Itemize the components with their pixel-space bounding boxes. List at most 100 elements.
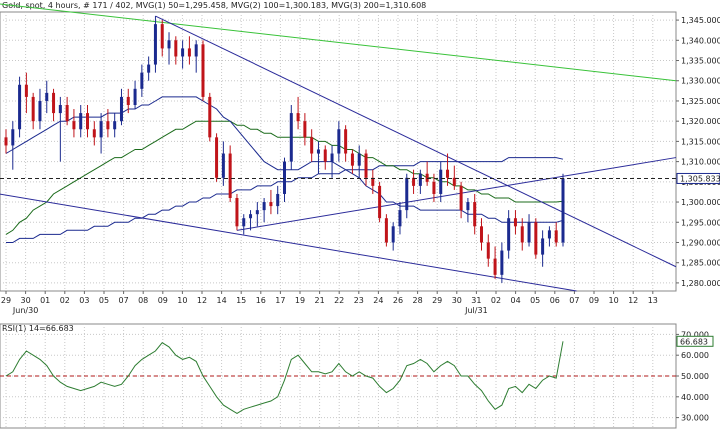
trendline-descending-blue — [155, 15, 677, 268]
trendline-rising-blue — [236, 157, 677, 231]
candle — [167, 32, 171, 65]
candle — [194, 40, 198, 73]
mvg1-legend: MVG(1) 50=1,295.458 — [136, 1, 226, 10]
time-tick-label: 09 — [158, 296, 168, 305]
trendline-lower-blue — [0, 193, 577, 292]
time-tick-label: 09 — [589, 296, 599, 305]
candle-body — [398, 210, 402, 227]
month-label: Jun/30 — [12, 306, 38, 315]
candle — [38, 88, 42, 130]
candle — [31, 92, 35, 130]
instrument-label: Gold, spot — [2, 1, 43, 10]
rsi-tick-label: 70.000 — [681, 330, 709, 339]
candle-body — [11, 129, 15, 146]
candle — [446, 153, 450, 186]
candle-body — [554, 230, 558, 243]
rsi-tick-label: 60.000 — [681, 351, 709, 360]
candle — [527, 214, 531, 247]
time-tick-label: 28 — [413, 296, 423, 305]
candle-body — [269, 202, 273, 207]
time-tick-label: 14 — [217, 296, 227, 305]
rsi-panel: RSI(1) 14=66.683 70.000 60.000 50.000 40.00… — [0, 323, 714, 429]
candle — [289, 105, 293, 170]
candle-body — [119, 96, 123, 122]
candle — [208, 92, 212, 142]
candle — [126, 88, 130, 114]
candle-body — [316, 149, 320, 154]
candle — [350, 149, 354, 174]
candle-body — [541, 238, 545, 255]
candle-body — [215, 137, 219, 178]
price-tick-label: 1,300.000 — [681, 198, 720, 207]
candle — [310, 129, 314, 162]
rsi-tick-label: 40.000 — [681, 393, 709, 402]
candle — [283, 157, 286, 203]
chart-header: Gold, spot, 4 hours, # 171 / 402, MVG(1)… — [2, 1, 426, 10]
candle — [113, 113, 117, 138]
candle — [119, 88, 123, 126]
candle — [45, 80, 49, 114]
price-tick-label: 1,295.000 — [681, 218, 720, 227]
candle-body — [228, 153, 232, 198]
candle — [459, 181, 463, 219]
candle-body — [92, 129, 96, 138]
candle — [554, 222, 558, 247]
time-tick-label: 30 — [21, 296, 31, 305]
bar-index-label: # 171 / 402 — [83, 1, 131, 10]
candle-body — [384, 218, 388, 243]
candle — [249, 210, 253, 231]
candle-body — [133, 88, 137, 105]
candle-body — [276, 193, 280, 207]
candle-body — [52, 92, 56, 114]
price-tick-label: 1,345.000 — [681, 16, 720, 25]
time-tick-label: 22 — [334, 296, 344, 305]
candle — [391, 222, 395, 251]
candle — [296, 96, 300, 130]
time-tick-label: 07 — [569, 296, 579, 305]
candle-body — [194, 44, 198, 57]
candle — [371, 169, 375, 194]
candle-body — [255, 210, 259, 215]
candle — [269, 189, 273, 215]
candle-body — [140, 72, 144, 89]
candle-body — [561, 178, 565, 243]
time-tick-label: 15 — [236, 296, 246, 305]
time-tick-label: 08 — [138, 296, 148, 305]
time-tick-label: 26 — [393, 296, 403, 305]
candle-body — [262, 202, 266, 211]
candle-body — [113, 121, 117, 130]
candle-body — [174, 40, 178, 57]
candle — [235, 193, 239, 231]
candle — [534, 218, 538, 259]
candle-body — [249, 214, 253, 219]
candle — [513, 210, 517, 235]
time-tick-label: 17 — [275, 296, 285, 305]
candle — [215, 133, 219, 182]
timeframe-label: 4 hours — [48, 1, 78, 10]
candle-body — [323, 149, 327, 162]
price-panel: 1,345.000 1,340.000 1,335.000 1,330.000 1,32… — [0, 3, 720, 315]
candle — [11, 121, 15, 170]
candle-body — [547, 230, 551, 239]
time-tick-label: 12 — [628, 296, 638, 305]
candle — [425, 161, 429, 186]
candle-body — [160, 24, 164, 49]
candle — [330, 145, 334, 178]
candle-body — [405, 177, 409, 211]
candle — [153, 16, 157, 73]
candle — [357, 145, 361, 178]
candle-body — [167, 40, 171, 49]
candle-body — [45, 92, 49, 101]
candle — [147, 56, 151, 81]
candle — [255, 202, 259, 227]
candle — [18, 76, 22, 138]
time-tick-label: 05 — [99, 296, 109, 305]
candle — [92, 121, 96, 146]
rsi-last-value-label: 66.683 — [680, 337, 708, 346]
candle-body — [221, 153, 225, 178]
candle — [384, 214, 388, 247]
candle-body — [18, 84, 22, 130]
candle-body — [79, 113, 83, 130]
candle — [547, 226, 551, 247]
candle — [473, 193, 477, 235]
